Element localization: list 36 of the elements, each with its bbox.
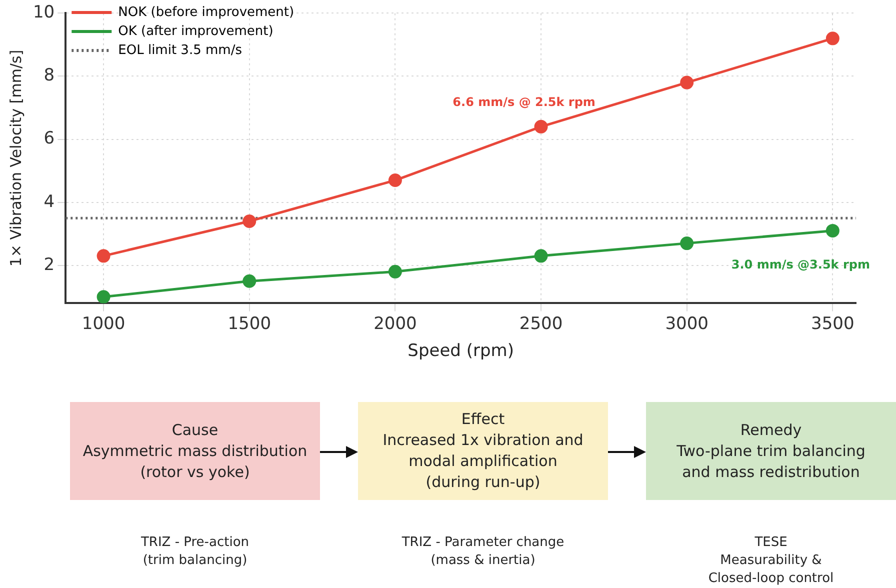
legend-label: NOK (before improvement)	[118, 4, 294, 20]
point	[826, 224, 840, 238]
point	[680, 236, 694, 250]
text: Remedy Two-plane trim balancing and mass redistribution	[646, 402, 896, 500]
point	[242, 214, 256, 228]
legend-label: OK (after improvement)	[118, 24, 274, 39]
legend-label: EOL limit 3.5 mm/s	[118, 42, 242, 58]
x-tick-label: 1000	[82, 314, 126, 334]
text: Effect Increased 1x vibration and modal amplification (during run-up)	[358, 402, 608, 500]
text: Cause Asymmetric mass distribution (rotor vs yoke)	[70, 402, 320, 500]
point	[534, 249, 548, 263]
annotation: 3.0 mm/s @3.5k rpm	[731, 258, 870, 272]
y-axis-title: 1× Vibration Velocity [mm/s]	[6, 50, 25, 267]
y-tick-label: 2	[44, 254, 55, 275]
point	[680, 76, 694, 90]
point	[534, 120, 548, 134]
x-axis-title: Speed (rpm)	[408, 341, 514, 362]
y-tick-label: 8	[44, 66, 55, 86]
x-tick-label: 1500	[228, 314, 272, 334]
y-tick-label: 10	[32, 2, 55, 23]
point	[96, 290, 110, 304]
y-tick-label: 4	[44, 192, 55, 212]
point	[388, 174, 402, 188]
text: TESE Measurability & Closed-loop control	[707, 534, 835, 588]
point	[242, 274, 256, 288]
text: TRIZ - Parameter change (mass & inertia)	[400, 534, 566, 570]
x-tick-label: 3500	[811, 314, 854, 334]
x-tick-label: 3000	[665, 314, 708, 334]
point	[388, 264, 402, 278]
point	[826, 32, 840, 46]
y-tick-label: 6	[44, 128, 55, 149]
annotation: 6.6 mm/s @ 2.5k rpm	[452, 95, 596, 110]
x-tick-label: 2500	[519, 314, 563, 334]
x-tick-label: 2000	[374, 314, 417, 334]
point	[96, 249, 110, 263]
text: TRIZ - Pre-action (trim balancing)	[140, 534, 250, 570]
